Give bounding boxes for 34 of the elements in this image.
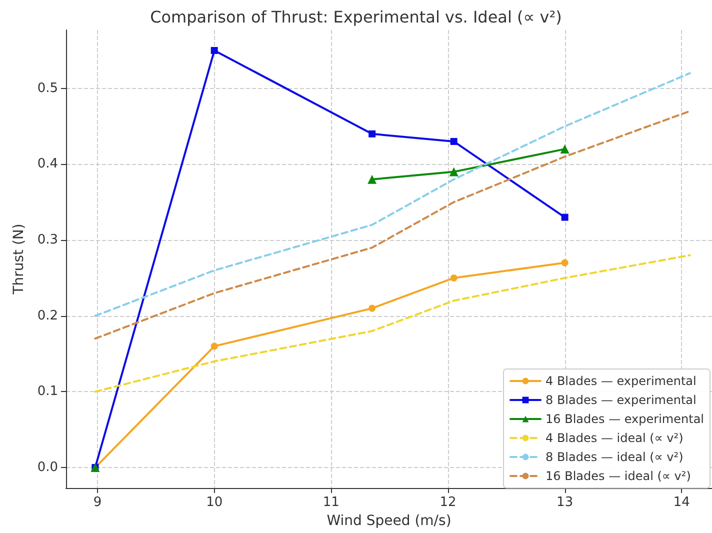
y-tick-label: 0.2 (37, 308, 58, 324)
x-tick-label: 12 (440, 495, 456, 510)
x-tick-label: 14 (673, 495, 690, 510)
y-tick-label: 0.3 (37, 232, 58, 248)
legend-label: 8 Blades — experimental (546, 393, 696, 407)
legend-label: 4 Blades — experimental (546, 374, 696, 388)
point (210, 342, 218, 350)
x-tick-label: 13 (556, 495, 574, 510)
y-tick-label: 0.1 (37, 384, 58, 400)
point (368, 304, 376, 312)
point (449, 167, 458, 176)
line-series (94, 72, 691, 317)
chart-title: Comparison of Thrust: Experimental vs. Ideal (∝ v²) (150, 8, 562, 26)
point (561, 214, 568, 221)
legend-label: 16 Blades — ideal (∝ v²) (546, 469, 691, 483)
y-tick-label: 0.4 (37, 156, 58, 172)
point (561, 259, 568, 266)
y-axis-title: Thrust (N) (11, 224, 27, 296)
line-series (94, 110, 691, 340)
point (450, 138, 458, 145)
point (560, 144, 570, 154)
y-tick-label: 0.0 (37, 460, 58, 476)
x-tick-label: 10 (206, 495, 223, 510)
point (210, 46, 218, 54)
point (450, 274, 458, 282)
legend-label: 16 Blades — experimental (546, 412, 704, 426)
x-tick-label: 11 (322, 495, 340, 510)
point (368, 130, 376, 138)
legend-label: 8 Blades — ideal (∝ v²) (546, 450, 684, 464)
x-tick-label: 9 (93, 495, 102, 510)
point (368, 174, 377, 184)
y-tick-label: 0.5 (37, 80, 58, 96)
x-axis-title: Wind Speed (m/s) (326, 513, 452, 529)
legend-label: 4 Blades — ideal (∝ v²) (546, 431, 684, 445)
